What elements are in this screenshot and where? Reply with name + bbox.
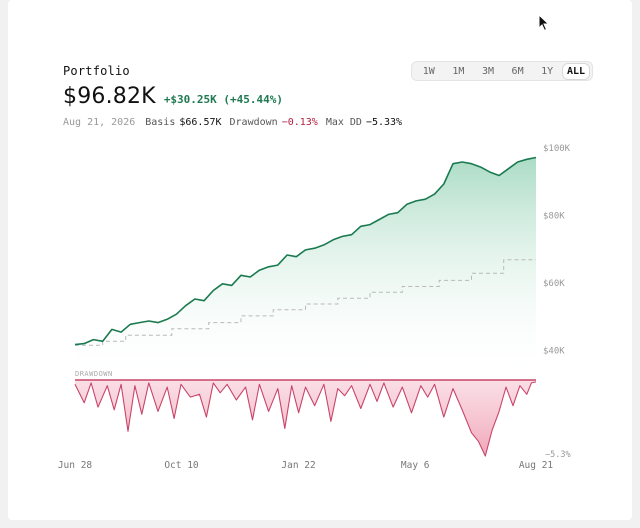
max-dd-label: Max DD [325,117,362,128]
drawdown-tick-label: −5.3% [545,450,571,460]
x-tick-label: Oct 10 [164,460,199,471]
y-tick-label: $100K [543,144,571,154]
drawdown-chart: DRAWDOWN [74,370,537,457]
portfolio-stats: Aug 21, 2026 Basis $66.57K Drawdown −0.1… [63,117,410,128]
drawdown-value: −0.13% [281,117,318,128]
portfolio-change: +$30.25K (+45.44%) [163,93,284,106]
drawdown-label: Drawdown [229,117,278,128]
y-tick-label: $40K [543,347,565,357]
x-tick-label: May 6 [401,460,430,471]
drawdown-title: DRAWDOWN [75,370,113,378]
drawdown-line [74,381,537,457]
range-3m-button[interactable]: 3M [473,64,503,79]
portfolio-value: $96.82K [63,84,156,109]
mouse-cursor-icon [538,14,550,32]
y-tick-label: $80K [543,211,565,221]
range-1w-button[interactable]: 1W [414,64,444,79]
range-all-button[interactable]: ALL [561,62,590,80]
page-title: Portfolio [63,64,130,78]
value-chart [74,156,537,370]
x-tick-label: Aug 21 [519,460,554,471]
portfolio-header: Portfolio $96.82K +$30.25K (+45.44%) Aug… [63,64,410,128]
x-tick-label: Jan 22 [281,460,315,471]
y-tick-label: $60K [543,279,565,289]
basis-line [75,259,536,346]
portfolio-line [74,156,537,346]
basis-value: $66.57K [179,117,222,128]
drawdown-area [75,380,536,456]
range-selector: 1W 1M 3M 6M 1Y ALL [411,61,593,81]
range-1m-button[interactable]: 1M [444,64,474,79]
value-row: $96.82K +$30.25K (+45.44%) [63,84,410,109]
range-6m-button[interactable]: 6M [503,64,533,79]
portfolio-area [75,157,536,370]
range-1y-button[interactable]: 1Y [532,64,562,79]
max-dd-value: −5.33% [365,117,403,128]
x-tick-label: Jun 28 [58,460,93,471]
basis-label: Basis [145,117,176,128]
chart-axes: $100K $80K $60K $40K −5.3% Jun 28 Oct 10 Jan 22… [58,144,571,471]
as-of-date: Aug 21, 2026 [63,117,136,128]
